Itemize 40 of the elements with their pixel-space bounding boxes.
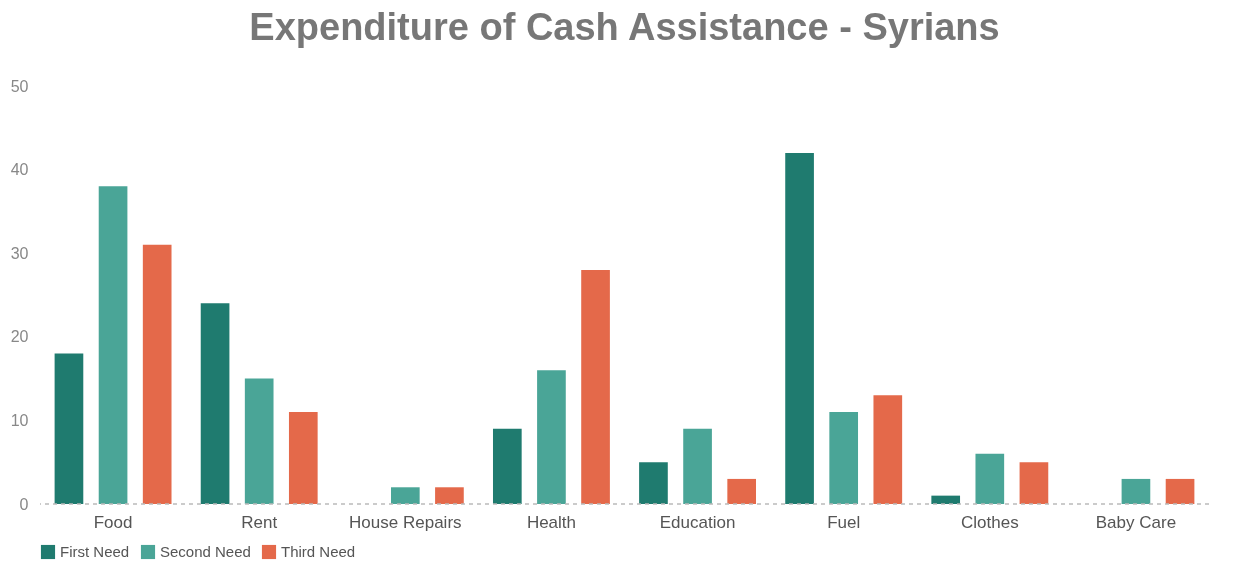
bar <box>390 487 420 504</box>
y-tick-label: 50 <box>10 77 29 95</box>
bar <box>581 269 610 504</box>
x-tick-label: Education <box>659 512 736 532</box>
y-tick-label: 30 <box>10 244 29 262</box>
legend-label: Third Need <box>281 543 356 560</box>
bar <box>873 395 903 504</box>
bar <box>435 487 464 504</box>
y-tick-label: 0 <box>19 495 29 513</box>
x-tick-label: Baby Care <box>1095 512 1177 532</box>
legend-label: First Need <box>60 543 130 560</box>
x-tick-label: Food <box>93 512 133 532</box>
chart-title: Expenditure of Cash Assistance - Syrians <box>249 6 1000 48</box>
bar <box>639 462 668 504</box>
bar <box>1165 478 1195 504</box>
legend-label: Second Need <box>160 543 251 560</box>
bar <box>244 378 274 504</box>
x-tick-label: Health <box>526 512 577 532</box>
bar <box>537 370 566 504</box>
bar <box>727 478 757 504</box>
bar <box>54 353 84 504</box>
bar <box>200 303 230 504</box>
x-tick-label: Rent <box>241 512 278 532</box>
bar <box>1121 478 1151 504</box>
x-tick-label: Clothes <box>960 512 1019 532</box>
bar <box>829 412 859 504</box>
bar <box>1019 462 1049 504</box>
x-tick-label: House Repairs <box>349 512 462 532</box>
bar <box>492 428 522 504</box>
bar <box>288 412 318 504</box>
bar <box>142 244 172 504</box>
bar <box>683 428 712 504</box>
x-tick-label: Fuel <box>827 512 861 532</box>
bar <box>98 186 128 504</box>
bar <box>785 152 814 504</box>
bar <box>931 495 961 504</box>
y-tick-label: 40 <box>10 161 29 179</box>
bar <box>975 453 1005 504</box>
y-tick-label: 10 <box>10 411 29 429</box>
y-tick-label: 20 <box>10 328 29 346</box>
